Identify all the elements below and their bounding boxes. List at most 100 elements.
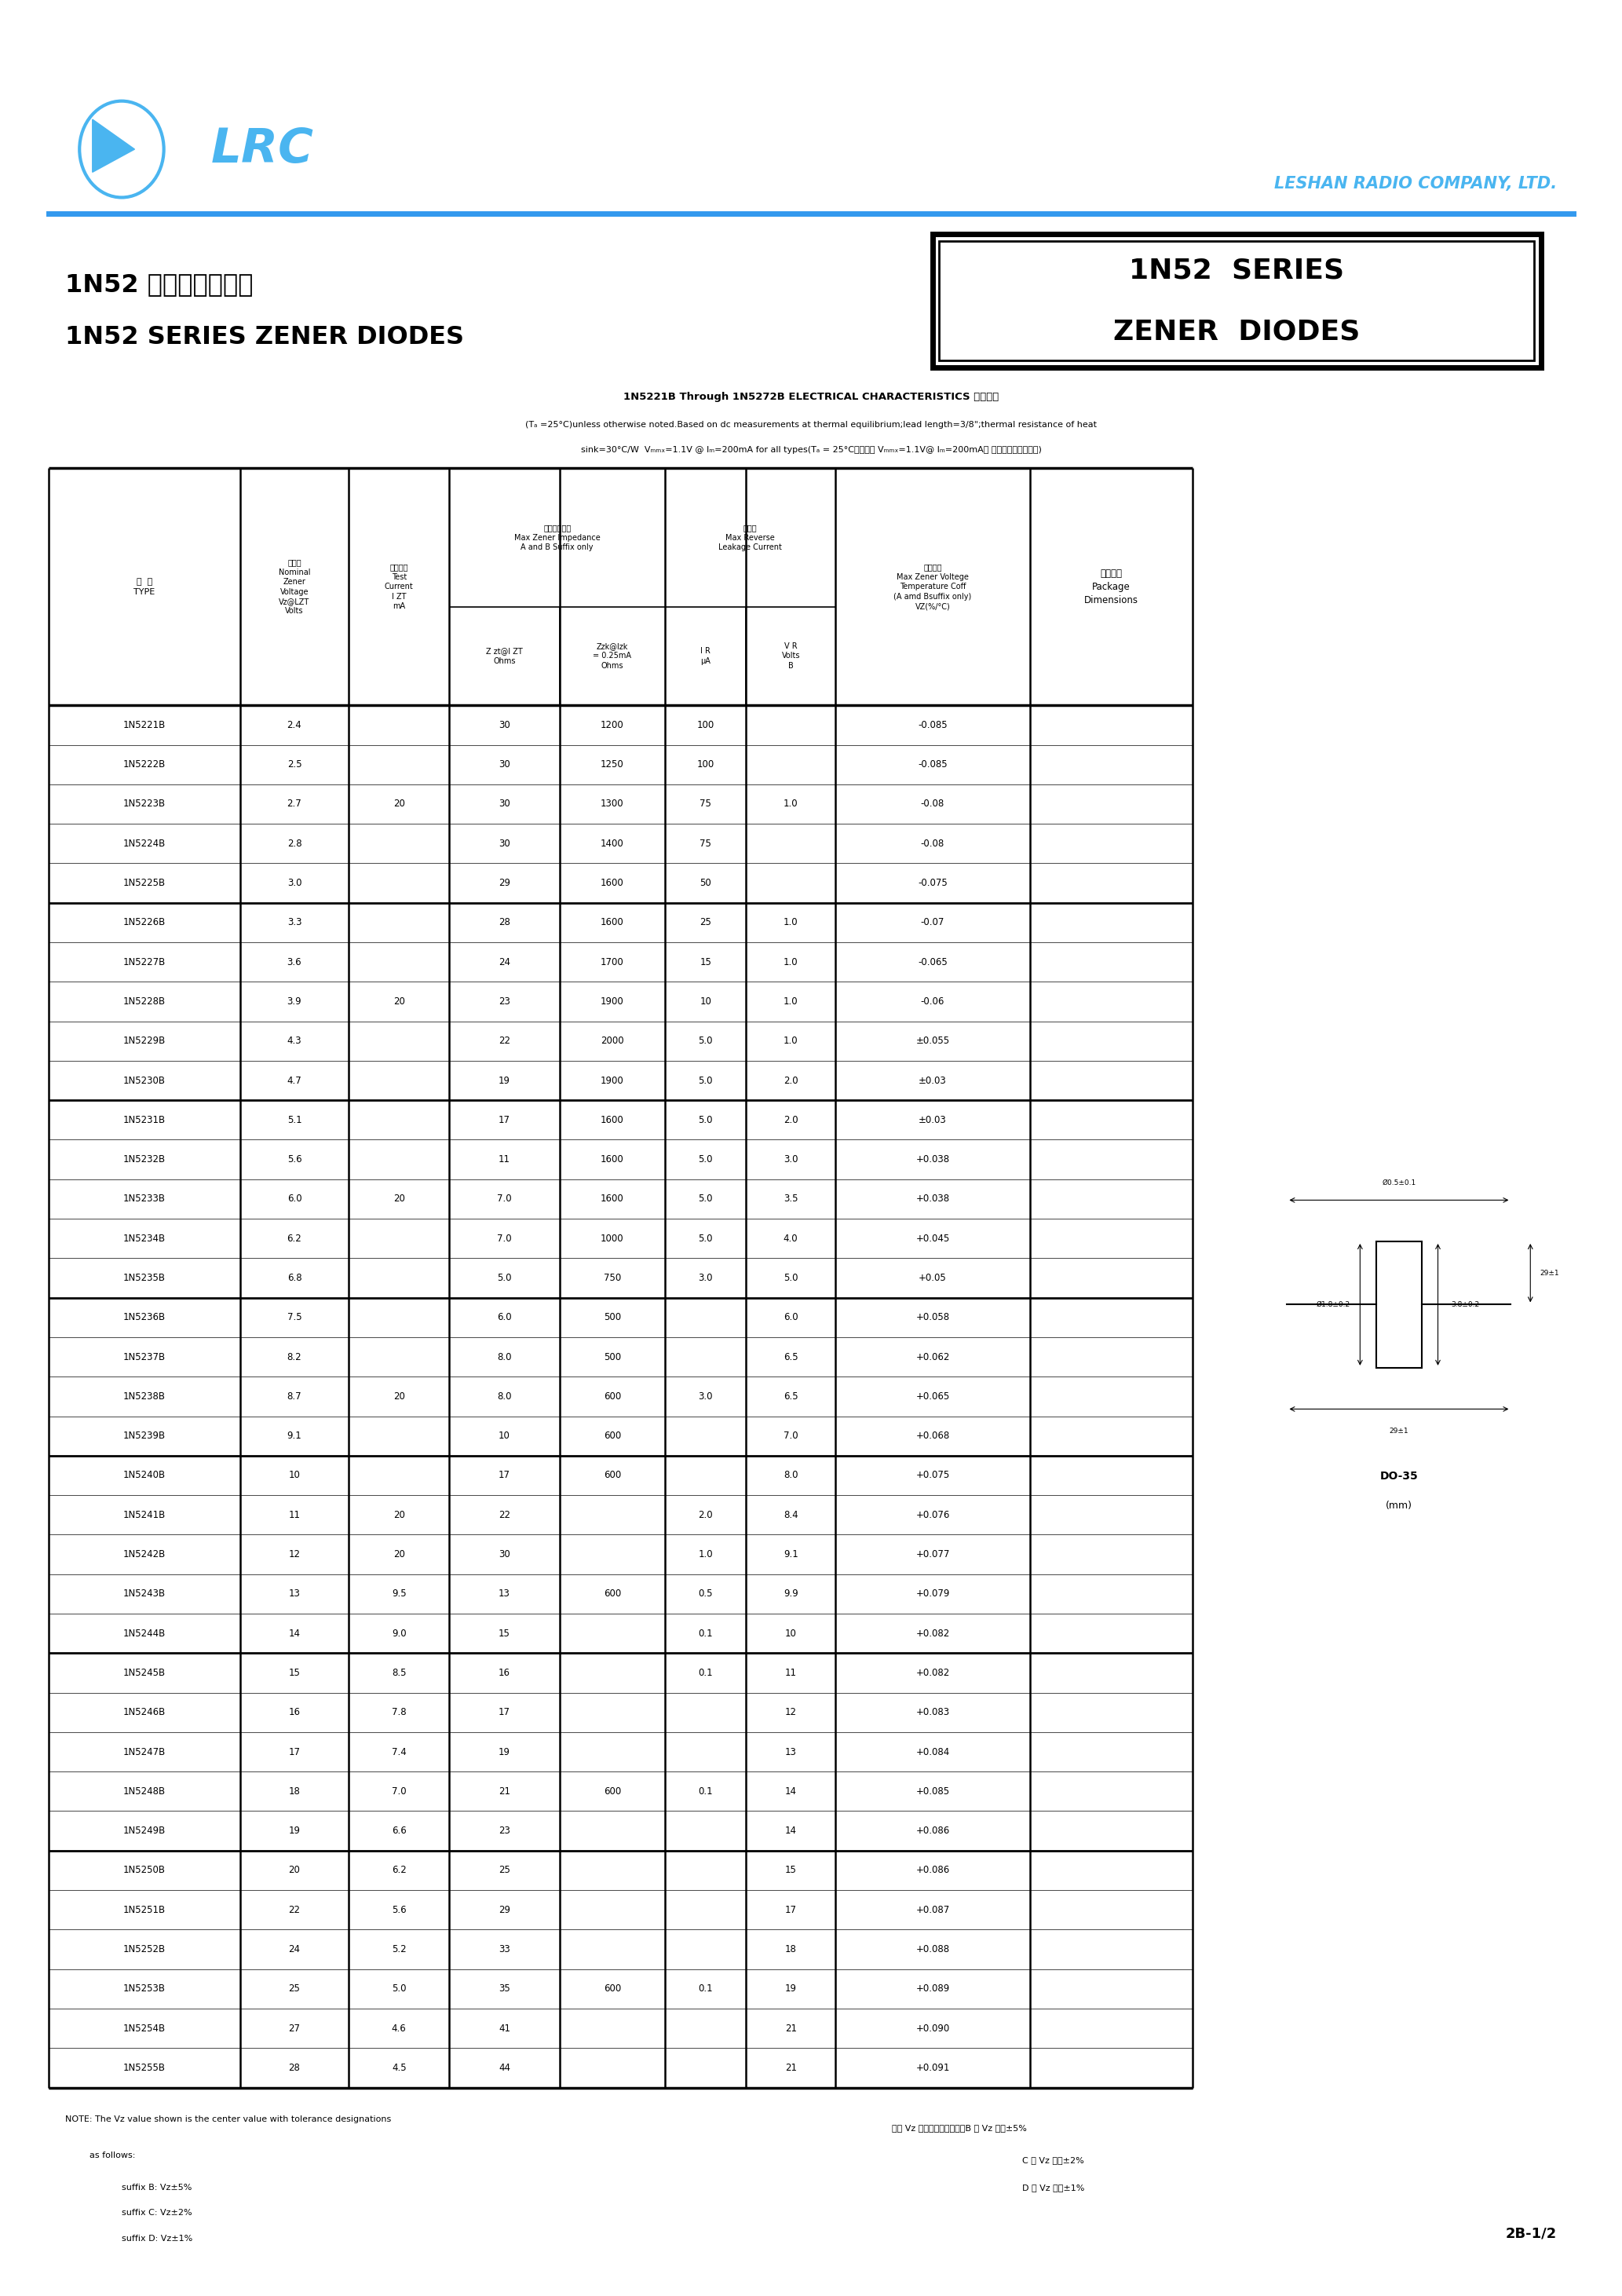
Text: 29: 29 xyxy=(498,1906,511,1915)
Text: -0.08: -0.08 xyxy=(921,799,944,808)
Text: 测试电流
Test
Current
I ZT
mA: 测试电流 Test Current I ZT mA xyxy=(384,563,414,611)
Text: +0.076: +0.076 xyxy=(916,1511,949,1520)
Text: 3.0: 3.0 xyxy=(287,877,302,889)
Text: 1900: 1900 xyxy=(600,1075,624,1086)
Text: +0.082: +0.082 xyxy=(916,1667,949,1678)
Text: +0.089: +0.089 xyxy=(916,1984,949,1993)
Text: +0.075: +0.075 xyxy=(916,1469,949,1481)
Text: 19: 19 xyxy=(289,1825,300,1837)
Text: 1600: 1600 xyxy=(600,918,624,928)
Text: 13: 13 xyxy=(785,1747,796,1756)
Text: 12: 12 xyxy=(785,1708,796,1717)
Text: 1N5240B: 1N5240B xyxy=(123,1469,165,1481)
Text: 2000: 2000 xyxy=(600,1035,624,1047)
Text: +0.090: +0.090 xyxy=(916,2023,949,2034)
Text: suffix C: Vz±2%: suffix C: Vz±2% xyxy=(122,2209,191,2218)
Text: 30: 30 xyxy=(498,721,511,730)
Text: 1N52 系列稳压二极管: 1N52 系列稳压二极管 xyxy=(65,273,253,296)
Text: 1N5237B: 1N5237B xyxy=(123,1352,165,1362)
Text: D 型 Vz 容差±1%: D 型 Vz 容差±1% xyxy=(1022,2183,1083,2193)
Text: 14: 14 xyxy=(785,1786,796,1795)
Text: 5.2: 5.2 xyxy=(391,1945,407,1954)
Text: 6.0: 6.0 xyxy=(496,1313,513,1322)
Text: 500: 500 xyxy=(603,1313,621,1322)
Text: 22: 22 xyxy=(498,1511,511,1520)
Text: ±0.03: ±0.03 xyxy=(918,1075,947,1086)
Text: 41: 41 xyxy=(498,2023,511,2034)
Text: 1900: 1900 xyxy=(600,996,624,1006)
Text: 1N5243B: 1N5243B xyxy=(123,1589,165,1598)
Text: 27: 27 xyxy=(289,2023,300,2034)
Text: 18: 18 xyxy=(289,1786,300,1795)
Text: 1N5251B: 1N5251B xyxy=(123,1906,165,1915)
Text: 1N5235B: 1N5235B xyxy=(123,1272,165,1283)
Text: (Tₐ =25°C)unless otherwise noted.Based on dc measurements at thermal equilibrium: (Tₐ =25°C)unless otherwise noted.Based o… xyxy=(526,420,1096,429)
Text: 30: 30 xyxy=(498,799,511,808)
Text: (mm): (mm) xyxy=(1385,1502,1413,1511)
FancyBboxPatch shape xyxy=(933,234,1541,367)
Text: 7.0: 7.0 xyxy=(496,1194,513,1203)
Text: 9.5: 9.5 xyxy=(391,1589,407,1598)
Text: Zzk@Izk
= 0.25mA
Ohms: Zzk@Izk = 0.25mA Ohms xyxy=(594,643,631,670)
Text: 1N5248B: 1N5248B xyxy=(123,1786,165,1795)
Text: 0.5: 0.5 xyxy=(699,1589,712,1598)
Text: 6.5: 6.5 xyxy=(783,1391,798,1401)
Text: 9.1: 9.1 xyxy=(287,1430,302,1442)
Text: 30: 30 xyxy=(498,838,511,850)
Text: 11: 11 xyxy=(289,1511,300,1520)
Text: 注： Vz 为稳压中心値，其中B 型 Vz 容差±5%: 注： Vz 为稳压中心値，其中B 型 Vz 容差±5% xyxy=(892,2124,1027,2133)
Text: 18: 18 xyxy=(785,1945,796,1954)
Text: 100: 100 xyxy=(697,760,714,769)
Text: 29±1: 29±1 xyxy=(1390,1428,1408,1435)
Text: 1250: 1250 xyxy=(600,760,624,769)
Text: +0.062: +0.062 xyxy=(916,1352,949,1362)
Text: 1.0: 1.0 xyxy=(783,1035,798,1047)
Text: 2.7: 2.7 xyxy=(287,799,302,808)
Text: V R
Volts
B: V R Volts B xyxy=(782,643,800,670)
Text: 20: 20 xyxy=(393,1391,406,1401)
Text: 1.0: 1.0 xyxy=(783,996,798,1006)
Text: Z zt@I ZT
Ohms: Z zt@I ZT Ohms xyxy=(487,647,522,666)
Text: +0.045: +0.045 xyxy=(916,1233,949,1244)
Text: 1N5226B: 1N5226B xyxy=(123,918,165,928)
Text: 1N5231B: 1N5231B xyxy=(123,1116,165,1125)
Text: 1N5232B: 1N5232B xyxy=(123,1155,165,1164)
Text: suffix B: Vz±5%: suffix B: Vz±5% xyxy=(122,2183,191,2193)
Text: 1N5225B: 1N5225B xyxy=(123,877,165,889)
Text: 1400: 1400 xyxy=(600,838,624,850)
Text: 1N5221B: 1N5221B xyxy=(123,721,165,730)
Text: 1300: 1300 xyxy=(600,799,624,808)
Text: 21: 21 xyxy=(498,1786,511,1795)
Text: LESHAN RADIO COMPANY, LTD.: LESHAN RADIO COMPANY, LTD. xyxy=(1275,177,1557,191)
Text: +0.038: +0.038 xyxy=(916,1194,949,1203)
Text: 75: 75 xyxy=(699,799,712,808)
Text: 50: 50 xyxy=(699,877,712,889)
Text: 600: 600 xyxy=(603,1469,621,1481)
Text: 20: 20 xyxy=(393,1550,406,1559)
Text: 4.7: 4.7 xyxy=(287,1075,302,1086)
Text: 6.0: 6.0 xyxy=(783,1313,798,1322)
Text: +0.087: +0.087 xyxy=(916,1906,949,1915)
Text: 23: 23 xyxy=(498,996,511,1006)
Text: 17: 17 xyxy=(289,1747,300,1756)
Text: 稳压値
Nominal
Zener
Voltage
Vz@LZT
Volts: 稳压値 Nominal Zener Voltage Vz@LZT Volts xyxy=(279,558,310,615)
Text: ZENER  DIODES: ZENER DIODES xyxy=(1113,319,1361,344)
Text: 1200: 1200 xyxy=(600,721,624,730)
Text: 13: 13 xyxy=(289,1589,300,1598)
Text: 4.5: 4.5 xyxy=(391,2062,407,2073)
Text: 1.0: 1.0 xyxy=(783,957,798,967)
Text: +0.05: +0.05 xyxy=(918,1272,947,1283)
Text: 0.1: 0.1 xyxy=(697,1667,714,1678)
Text: 15: 15 xyxy=(699,957,712,967)
Text: 1N5242B: 1N5242B xyxy=(123,1550,165,1559)
Text: +0.065: +0.065 xyxy=(916,1391,949,1401)
Text: 1N5255B: 1N5255B xyxy=(123,2062,165,2073)
Text: 10: 10 xyxy=(785,1628,796,1639)
Text: 9.9: 9.9 xyxy=(783,1589,798,1598)
Text: 6.5: 6.5 xyxy=(783,1352,798,1362)
Text: Ø0.5±0.1: Ø0.5±0.1 xyxy=(1382,1180,1416,1187)
Text: 600: 600 xyxy=(603,1589,621,1598)
Text: 1600: 1600 xyxy=(600,1155,624,1164)
Text: 8.7: 8.7 xyxy=(287,1391,302,1401)
Text: 4.0: 4.0 xyxy=(783,1233,798,1244)
